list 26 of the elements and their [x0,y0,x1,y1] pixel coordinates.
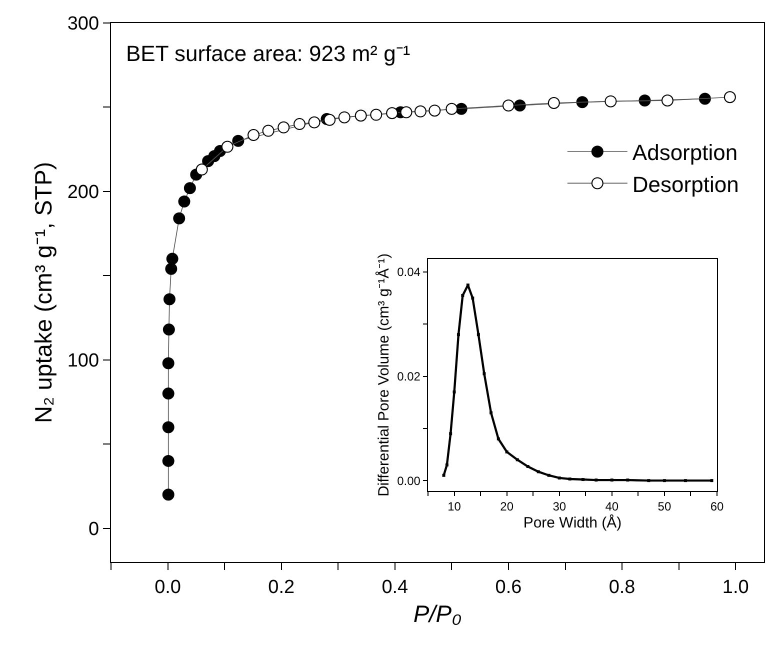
x-tick-label: 10 [448,500,462,514]
y-tick-label: 0.02 [397,370,421,384]
x-tick-label: 30 [552,500,566,514]
y-tick-label: 0.04 [397,265,421,280]
x-tick-label: 0.6 [495,576,522,598]
x-tick-label: 0.4 [382,576,409,598]
x-axis-title: Pore Width (Å) [523,514,622,532]
y-tick-label: 200 [67,182,100,204]
y-tick-label: 300 [67,14,100,35]
x-tick-label: 50 [658,500,672,514]
x-tick-label: 20 [500,500,514,514]
y-tick-label: 0.00 [397,474,421,488]
x-tick-label: 0.0 [154,576,181,598]
x-axis-title: P/P₀ [413,601,462,628]
x-tick-label: 0.8 [608,576,636,598]
x-tick-label: 40 [605,500,619,514]
legend-label: Adsorption [632,140,738,166]
x-tick-label: 1.0 [722,576,749,598]
y-axis-title: N₂ uptake (cm³ g⁻¹, STP) [30,162,58,424]
x-tick-label: 0.2 [268,576,295,598]
x-tick-label: 60 [710,500,724,514]
y-tick-label: 0 [88,518,100,540]
annotation: BET surface area: 923 m² g⁻¹ [126,41,410,66]
legend-label: Desorption [632,172,739,197]
y-axis-title: Differential Pore Volume (cm³ g⁻¹Å⁻¹) [374,253,392,497]
y-tick-label: 100 [67,350,100,372]
